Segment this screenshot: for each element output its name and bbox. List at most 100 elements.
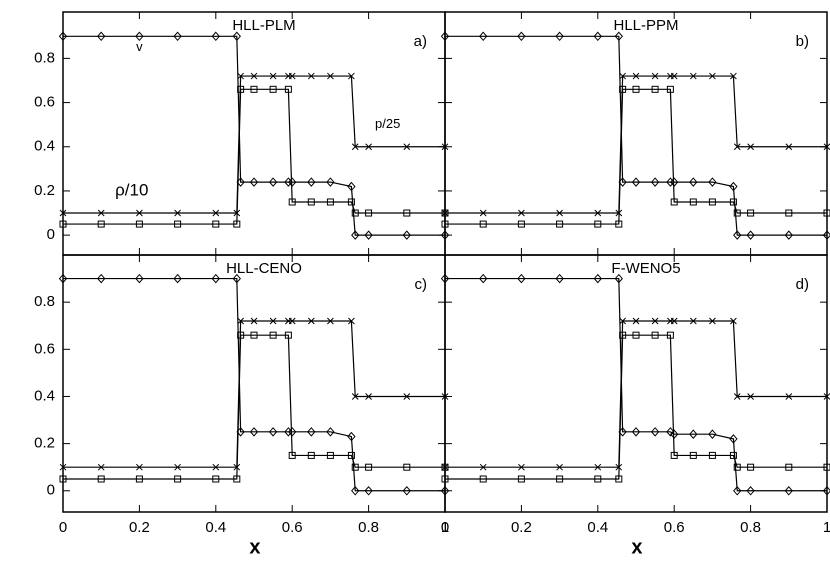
marker [670, 72, 678, 80]
marker [651, 317, 659, 325]
panel-title: F-WENO5 [611, 260, 680, 277]
y-tick-label: 0.6 [34, 94, 55, 111]
panel: 0 0.2 0.4 0.6 0.8 HLL-PLM a) v ρ/10 p/25 [34, 11, 450, 256]
marker [729, 451, 737, 459]
marker [650, 177, 660, 187]
marker [403, 463, 411, 471]
marker [689, 429, 698, 439]
annotation: v [136, 39, 143, 54]
series-line [63, 88, 445, 225]
marker [733, 143, 741, 151]
series-line [445, 334, 827, 480]
marker [174, 463, 181, 471]
marker [615, 209, 623, 217]
marker [670, 451, 678, 459]
marker [785, 209, 793, 217]
marker [651, 85, 659, 93]
marker [288, 72, 296, 80]
marker [284, 85, 292, 93]
panel-label: b) [796, 33, 809, 50]
marker [733, 393, 741, 400]
marker [268, 427, 278, 437]
marker [327, 317, 334, 325]
series-line [445, 277, 827, 492]
y-tick-label: 0.4 [34, 138, 55, 155]
plot-frame [444, 11, 828, 256]
y-tick-label: 0.4 [34, 387, 55, 404]
series-line [63, 320, 445, 468]
marker [211, 31, 220, 42]
marker [250, 331, 258, 339]
series-line [445, 320, 827, 468]
marker [666, 331, 674, 339]
series-line [445, 35, 827, 236]
y-tick-label: 0 [47, 226, 55, 243]
marker [268, 177, 278, 187]
annotation: p/25 [375, 116, 400, 131]
marker [351, 463, 359, 471]
annotation: ρ/10 [115, 180, 148, 199]
marker [784, 486, 793, 496]
x-tick-label: 0.4 [205, 519, 226, 536]
marker [518, 463, 525, 471]
marker [555, 31, 564, 42]
marker [689, 177, 698, 187]
marker [785, 393, 793, 400]
marker [347, 181, 356, 192]
marker [97, 463, 105, 471]
plot-frame [62, 11, 446, 256]
y-tick-label: 0 [47, 482, 55, 499]
marker [233, 463, 241, 471]
marker [348, 72, 355, 80]
marker [269, 331, 277, 339]
marker [785, 463, 793, 471]
marker [708, 451, 716, 459]
marker [351, 209, 359, 217]
y-tick-label: 0.2 [34, 435, 55, 452]
x-tick-label: 0 [59, 519, 67, 536]
marker [666, 177, 675, 187]
marker [365, 143, 372, 151]
marker [212, 209, 220, 217]
marker [733, 230, 742, 240]
marker [479, 273, 488, 284]
marker [479, 463, 487, 471]
marker [232, 31, 241, 42]
marker [689, 451, 697, 459]
marker [212, 220, 220, 228]
marker [233, 475, 241, 483]
marker [666, 427, 675, 437]
x-tick-label: 0.6 [282, 519, 303, 536]
marker [212, 475, 220, 483]
marker [212, 463, 220, 471]
marker [97, 475, 105, 483]
marker [670, 198, 678, 206]
marker [708, 429, 717, 439]
x-tick-label: 1 [441, 519, 449, 536]
marker [689, 198, 697, 206]
marker [237, 317, 244, 325]
marker [307, 317, 315, 325]
marker [135, 220, 143, 228]
marker [747, 209, 755, 217]
marker [288, 427, 297, 437]
marker [632, 317, 640, 325]
marker [615, 220, 623, 228]
marker [479, 220, 487, 228]
marker [307, 198, 315, 206]
marker [593, 31, 602, 42]
marker [326, 427, 335, 437]
marker [747, 143, 754, 151]
marker [97, 273, 106, 284]
marker [689, 317, 697, 325]
panel-label: c) [415, 276, 428, 293]
marker [249, 427, 259, 437]
marker [631, 177, 641, 187]
marker [747, 393, 754, 400]
marker [284, 427, 293, 437]
marker [615, 463, 623, 471]
marker [632, 331, 640, 339]
y-tick-label: 0.8 [34, 293, 55, 310]
marker [326, 451, 334, 459]
marker [593, 273, 602, 284]
